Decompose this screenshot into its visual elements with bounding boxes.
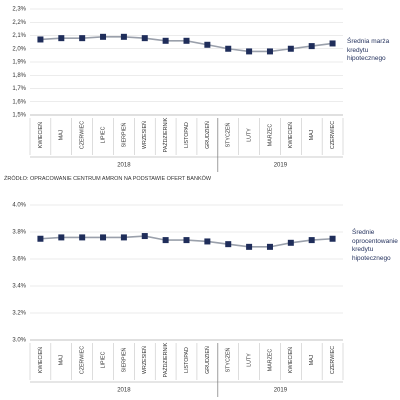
y-tick-label: 2,0% (12, 46, 26, 52)
year-label: 2019 (274, 388, 288, 394)
marker (58, 35, 65, 42)
year-label: 2018 (117, 163, 131, 169)
y-tick-label: 4.0% (12, 203, 26, 209)
marker (37, 36, 44, 43)
x-tick-label: KWIECIEŃ (37, 347, 44, 373)
y-tick-label: 2,1% (12, 33, 26, 39)
x-tick-label: CZERWIEC (80, 121, 86, 149)
x-tick-label: MAJ (309, 129, 315, 140)
marker (141, 35, 148, 42)
marker (204, 238, 211, 245)
x-tick-label: WRZESIEŃ (141, 346, 148, 374)
source-note: ŹRÓDŁO: OPRACOWANIE CENTRUM AMRON NA POD… (4, 176, 212, 182)
legend-entry: Średnie oprocentowanie kredytu hipoteczn… (352, 229, 398, 262)
marker (308, 237, 315, 244)
y-tick-label: 3.2% (12, 311, 26, 317)
y-tick-label: 1,7% (12, 86, 26, 92)
marker (266, 48, 273, 55)
y-tick-label: 1,6% (12, 99, 26, 105)
marker (183, 37, 190, 44)
x-tick-label: STYCZEŃ (225, 122, 232, 147)
x-tick-label: LISTOPAD (184, 122, 190, 148)
x-tick-label: STYCZEŃ (225, 347, 232, 372)
y-tick-label: 3.4% (12, 284, 26, 290)
x-tick-label: LISTOPAD (184, 347, 190, 373)
marker (141, 233, 148, 240)
marker (204, 41, 211, 48)
y-tick-label: 2,3% (12, 7, 26, 13)
marker (100, 33, 107, 40)
marker (100, 234, 107, 241)
marker (162, 37, 169, 44)
marker (266, 243, 273, 250)
x-tick-label: WRZESIEŃ (141, 121, 148, 149)
x-tick-label: KWIECIEŃ (287, 122, 294, 148)
year-label: 2018 (117, 388, 131, 394)
x-tick-label: GRUDZIEŃ (204, 121, 211, 149)
marker (287, 45, 294, 52)
marker (329, 235, 336, 242)
x-tick-label: GRUDZIEŃ (204, 346, 211, 374)
y-tick-label: 1,8% (12, 73, 26, 79)
legend-entry: Średnia marża kredytu hipotecznego (347, 38, 390, 62)
marker (120, 33, 127, 40)
marker (308, 43, 315, 50)
x-tick-label: LIPIEC (100, 351, 106, 368)
x-tick-label: MAJ (309, 354, 315, 365)
marker (225, 45, 232, 52)
marker (37, 235, 44, 242)
y-tick-label: 3.6% (12, 257, 26, 263)
x-tick-label: KWIECIEŃ (37, 122, 44, 148)
x-tick-label: MAJ (59, 354, 65, 365)
y-tick-label: 3.8% (12, 230, 26, 236)
x-tick-label: LUTY (247, 128, 253, 142)
x-tick-label: CZERWIEC (330, 121, 336, 149)
y-tick-label: 2,2% (12, 20, 26, 26)
x-tick-label: MARZEC (267, 349, 273, 372)
x-tick-label: SIERPIEŃ (120, 347, 127, 372)
marker (79, 234, 86, 241)
x-tick-label: CZERWIEC (80, 346, 86, 374)
marker (120, 234, 127, 241)
marker (329, 40, 336, 47)
marker (287, 239, 294, 246)
y-tick-label: 1,5% (12, 113, 26, 119)
x-tick-label: PAŹDZIERNIK (162, 342, 169, 377)
x-tick-label: KWIECIEŃ (287, 347, 294, 373)
x-tick-label: SIERPIEŃ (120, 122, 127, 147)
marker (162, 237, 169, 244)
marker (58, 234, 65, 241)
x-tick-label: MARZEC (267, 124, 273, 147)
marker (246, 243, 253, 250)
x-tick-label: LIPIEC (100, 126, 106, 143)
x-tick-label: CZERWIEC (330, 346, 336, 374)
marker (183, 237, 190, 244)
marker (79, 35, 86, 42)
marker (246, 48, 253, 55)
year-label: 2019 (274, 163, 288, 169)
x-tick-label: LUTY (247, 353, 253, 367)
y-tick-label: 1,9% (12, 60, 26, 66)
marker (225, 241, 232, 248)
y-tick-label: 3.0% (12, 338, 26, 344)
x-tick-label: PAŹDZIERNIK (162, 117, 169, 152)
x-tick-label: MAJ (59, 129, 65, 140)
